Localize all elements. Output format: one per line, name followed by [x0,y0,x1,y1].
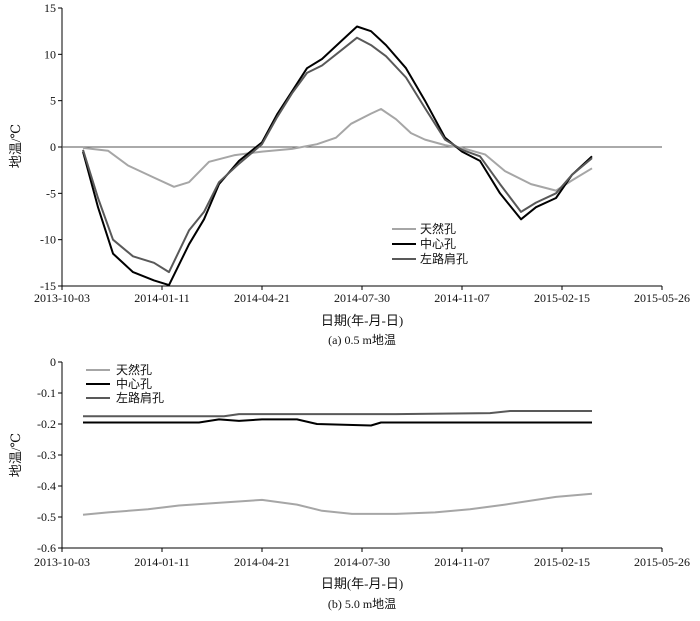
plot-b-legend: 天然孔 中心孔 左路肩孔 [86,362,164,405]
plot-a-legend: 天然孔 中心孔 左路肩孔 [392,221,468,266]
legend-a-label-shoulder: 左路肩孔 [420,251,468,266]
y-tick-label: 0 [50,355,56,369]
legend-a-label-center: 中心孔 [420,236,456,251]
plot-a-x-label: 日期(年-月-日) [321,313,403,328]
plot-a-x-ticks: 2013-10-03 2014-01-11 2014-04-21 2014-07-30… [34,286,690,305]
x-tick-label: 2014-01-11 [134,291,190,305]
series-line-natural [82,492,593,516]
plot-b-x-ticks: 2013-10-03 2014-01-11 2014-04-21 2014-07-30… [34,548,690,569]
panel-b: 0 -0.1 -0.2 -0.3 -0.4 -0.5 -0.6 2013-10-03 2014… [8,355,690,611]
plot-a-y-ticks: -15 -10 -5 0 5 10 15 [40,1,62,293]
plot-a-series-lines [82,25,593,287]
plot-b-series-lines [82,410,593,516]
x-tick-label: 2013-10-03 [34,555,90,569]
x-tick-label: 2014-01-11 [134,555,190,569]
plot-a-caption: (a) 0.5 m地温 [328,333,396,347]
x-tick-label: 2015-05-26 [634,291,690,305]
legend-b-label-shoulder: 左路肩孔 [116,390,164,405]
y-tick-label: -0.4 [37,479,56,493]
series-line-natural [82,108,593,192]
plot-a-y-label: 地温/℃ [8,124,23,168]
y-tick-label: -0.5 [37,510,56,524]
series-line-center [83,418,592,427]
plot-b-y-label: 地温/℃ [8,433,23,477]
legend-b-label-center: 中心孔 [116,376,152,391]
y-tick-label: 15 [44,1,56,15]
x-tick-label: 2014-04-21 [234,555,290,569]
x-tick-label: 2014-11-07 [434,291,490,305]
series-line-shoulder [82,36,593,274]
y-tick-label: -5 [46,186,56,200]
x-tick-label: 2015-02-15 [534,291,590,305]
y-tick-label: -10 [40,233,56,247]
y-tick-label: -0.6 [37,541,56,555]
y-tick-label: 5 [50,94,56,108]
y-tick-label: 0 [50,140,56,154]
legend-b-label-natural: 天然孔 [116,362,152,377]
x-tick-label: 2014-07-30 [334,555,390,569]
x-tick-label: 2013-10-03 [34,291,90,305]
y-tick-label: -15 [40,279,56,293]
y-tick-label: 10 [44,47,56,61]
y-tick-label: -0.1 [37,386,56,400]
series-line-center [82,25,593,287]
x-tick-label: 2014-07-30 [334,291,390,305]
series-line-shoulder [83,410,592,418]
panel-a: -15 -10 -5 0 5 10 15 2013-10-03 2014-01-11 2014-… [8,1,690,347]
x-tick-label: 2015-05-26 [634,555,690,569]
plot-b-x-label: 日期(年-月-日) [321,576,403,591]
x-tick-label: 2014-11-07 [434,555,490,569]
x-tick-label: 2014-04-21 [234,291,290,305]
y-tick-label: -0.3 [37,448,56,462]
y-tick-label: -0.2 [37,417,56,431]
legend-a-label-natural: 天然孔 [420,221,456,236]
plot-b-caption: (b) 5.0 m地温 [328,597,396,611]
plot-b-y-ticks: 0 -0.1 -0.2 -0.3 -0.4 -0.5 -0.6 [37,355,62,555]
x-tick-label: 2015-02-15 [534,555,590,569]
